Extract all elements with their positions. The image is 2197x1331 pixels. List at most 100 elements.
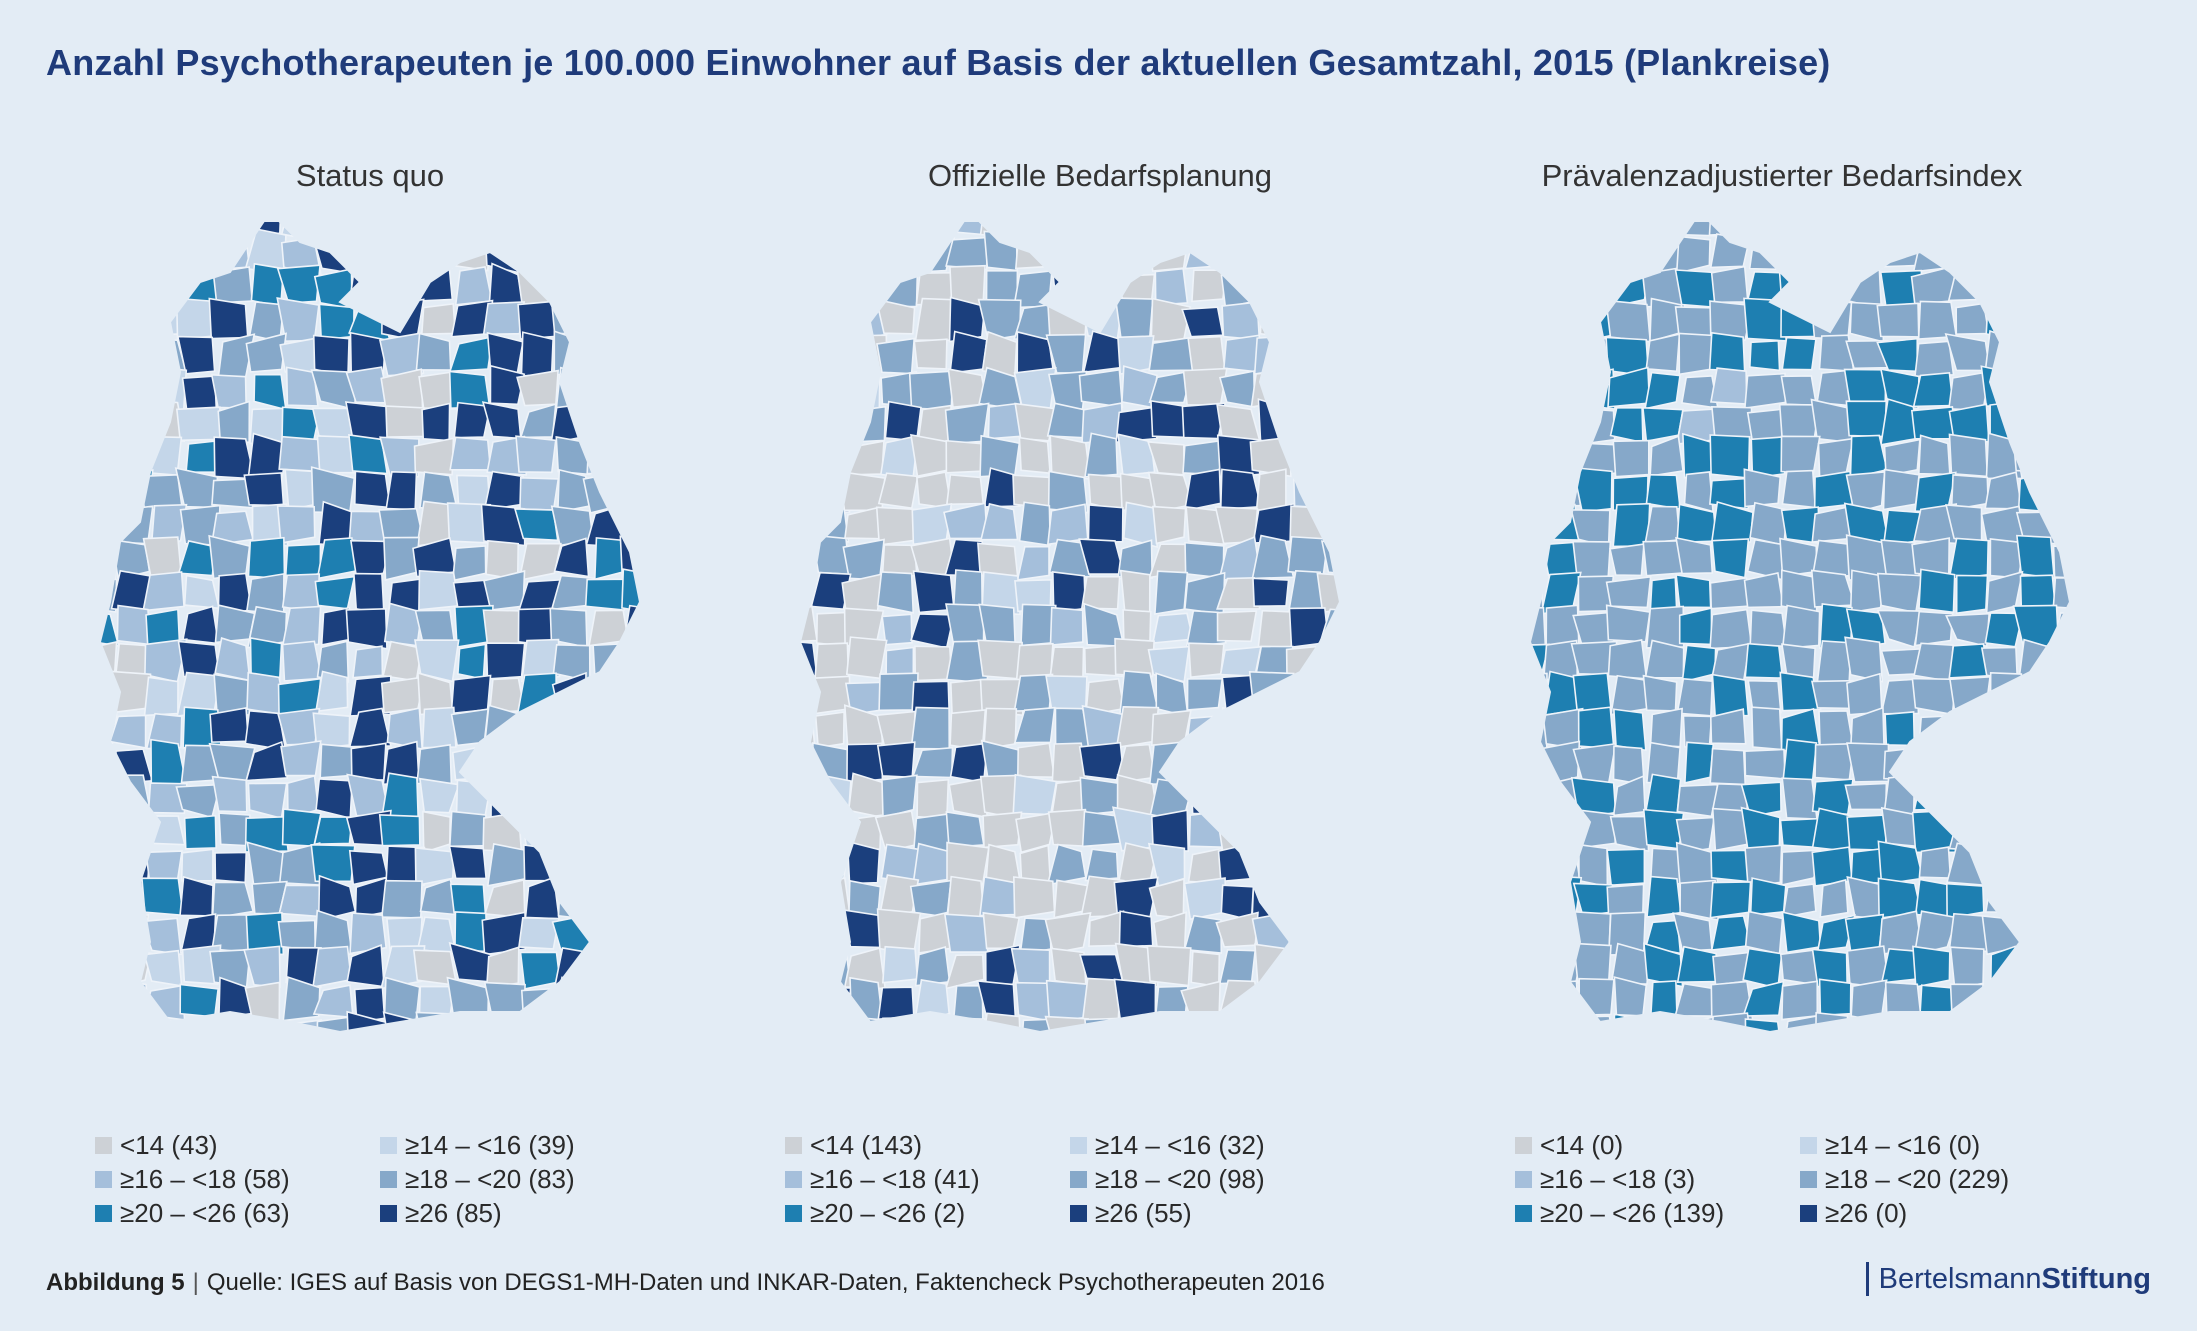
district-region: [1949, 675, 1992, 710]
district-region: [1989, 814, 2020, 846]
district-region: [519, 951, 561, 990]
district-region: [1321, 809, 1340, 846]
district-region: [1530, 606, 1547, 647]
district-region: [1782, 883, 1817, 919]
district-region: [1781, 604, 1821, 650]
district-region: [1843, 234, 1890, 273]
district-region: [1530, 268, 1548, 307]
district-region: [581, 841, 630, 884]
district-region: [100, 911, 119, 956]
district-region: [2053, 470, 2070, 506]
logo-text-bold: Stiftung: [2041, 1262, 2151, 1295]
district-region: [1710, 367, 1748, 405]
district-region: [1810, 231, 1855, 274]
district-region: [378, 332, 425, 377]
district-region: [1684, 741, 1715, 784]
district-region: [2020, 843, 2057, 882]
district-region: [1880, 678, 1920, 715]
district-region: [520, 638, 561, 683]
district-region: [2083, 574, 2120, 611]
district-region: [800, 979, 816, 1019]
district-region: [619, 466, 640, 508]
district-region: [276, 264, 321, 304]
district-region: [551, 671, 587, 710]
district-region: [1322, 238, 1340, 273]
district-region: [588, 1018, 630, 1032]
district-region: [978, 603, 1016, 647]
district-region: [182, 605, 220, 645]
district-region: [1080, 575, 1121, 610]
district-region: [312, 945, 353, 989]
district-region: [1708, 331, 1746, 372]
country-outline: [798, 222, 1342, 1034]
district-region: [1609, 815, 1650, 853]
district-region: [278, 884, 324, 918]
district-region: [1844, 636, 1884, 683]
district-region: [2054, 636, 2070, 679]
district-region: [1675, 235, 1711, 275]
district-region: [282, 976, 321, 1022]
district-region: [1781, 738, 1818, 785]
district-region: [1182, 367, 1228, 406]
legend-item: ≥14 – <16 (32): [1070, 1130, 1265, 1161]
district-region: [1530, 845, 1546, 882]
district-region: [141, 877, 185, 917]
district-region: [1539, 1013, 1576, 1032]
district-region: [2052, 436, 2070, 474]
district-region: [1359, 402, 1390, 441]
district-region: [1781, 980, 1819, 1021]
district-region: [142, 536, 182, 579]
district-region: [416, 743, 453, 785]
district-region: [1148, 740, 1192, 786]
legend-item: ≥20 – <26 (63): [95, 1198, 290, 1229]
district-region: [653, 399, 690, 444]
district-region: [349, 912, 388, 955]
legend-item: ≥14 – <16 (39): [380, 1130, 575, 1161]
district-region: [100, 640, 118, 684]
district-region: [2015, 400, 2060, 446]
district-region: [550, 268, 596, 307]
district-region: [1318, 400, 1340, 437]
district-region: [2053, 330, 2070, 378]
district-region: [1361, 645, 1390, 683]
district-region: [1530, 1020, 1547, 1032]
district-region: [1084, 264, 1125, 306]
district-region: [414, 639, 460, 683]
district-region: [346, 1010, 389, 1032]
district-region: [524, 876, 561, 920]
district-region: [586, 432, 624, 475]
district-region: [480, 503, 526, 547]
district-region: [653, 880, 690, 915]
district-region: [1052, 571, 1087, 614]
district-region: [421, 402, 451, 442]
district-region: [881, 945, 919, 984]
district-region: [351, 231, 383, 276]
district-region: [910, 222, 952, 241]
district-region: [1780, 233, 1816, 271]
bertelsmann-stiftung-logo: Bertelsmann Stiftung: [1865, 1262, 2151, 1296]
district-region: [1117, 539, 1154, 580]
district-region: [1645, 605, 1685, 649]
district-region: [316, 537, 357, 580]
district-region: [1577, 237, 1618, 272]
district-region: [112, 947, 152, 989]
district-region: [519, 778, 555, 815]
district-region: [1252, 577, 1290, 607]
district-region: [1319, 708, 1340, 750]
district-region: [1710, 849, 1751, 883]
district-region: [1352, 920, 1390, 954]
district-region: [816, 1014, 852, 1032]
district-region: [1951, 741, 1987, 780]
district-region: [1744, 844, 1783, 888]
district-region: [620, 915, 640, 954]
district-region: [181, 375, 218, 412]
district-region: [1184, 541, 1225, 579]
district-region: [1743, 372, 1787, 410]
district-region: [1360, 811, 1390, 850]
district-region: [952, 984, 984, 1021]
district-region: [584, 332, 626, 371]
district-region: [2090, 606, 2120, 647]
district-region: [2017, 370, 2059, 412]
legend-swatch: [1515, 1205, 1532, 1222]
district-region: [109, 233, 154, 273]
